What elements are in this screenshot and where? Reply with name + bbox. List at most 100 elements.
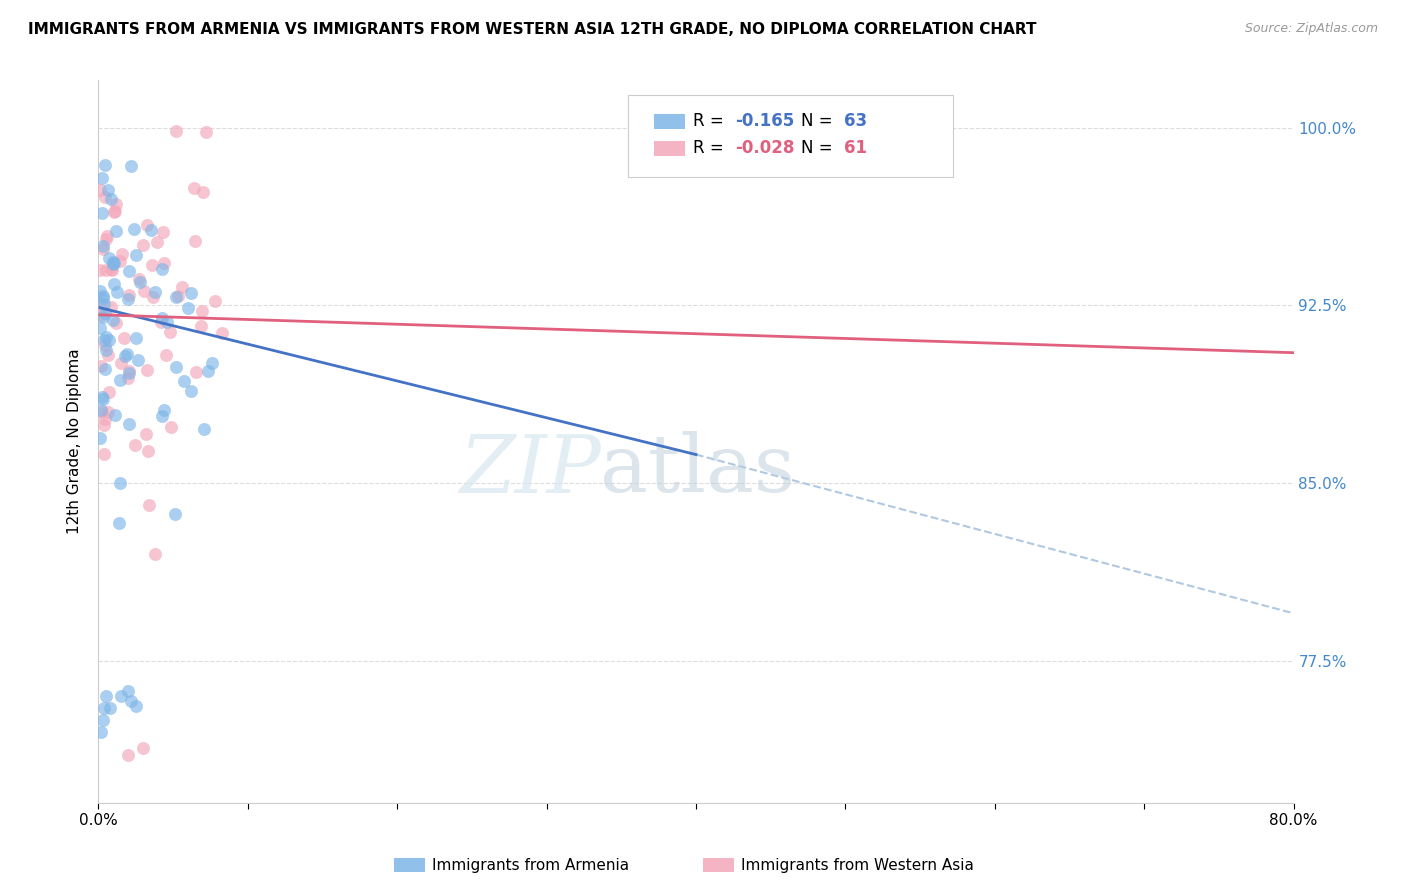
Point xyxy=(156,315,179,329)
Point xyxy=(103,204,125,219)
Point xyxy=(191,185,214,199)
Point xyxy=(97,347,120,361)
Point xyxy=(146,235,169,249)
Point xyxy=(93,362,115,376)
Point xyxy=(117,371,139,385)
Point xyxy=(117,748,139,763)
Point xyxy=(143,285,166,299)
Text: Immigrants from Armenia: Immigrants from Armenia xyxy=(432,858,628,872)
Point xyxy=(97,405,120,419)
Point xyxy=(93,158,115,172)
Point xyxy=(153,255,176,269)
Point xyxy=(138,498,160,512)
Point xyxy=(165,360,187,375)
Point xyxy=(94,329,117,343)
Text: N =: N = xyxy=(801,112,838,130)
Point xyxy=(110,247,132,261)
Point xyxy=(153,403,176,417)
Point xyxy=(155,348,177,362)
Point xyxy=(89,263,111,277)
Point xyxy=(211,326,233,340)
Text: atlas: atlas xyxy=(600,432,796,509)
Point xyxy=(128,275,150,289)
Point xyxy=(98,251,121,265)
Point xyxy=(98,384,121,399)
Point xyxy=(90,390,112,404)
Point xyxy=(104,204,127,219)
Point xyxy=(150,315,173,329)
Point xyxy=(184,234,207,248)
Point xyxy=(94,412,117,426)
Point xyxy=(167,288,190,302)
Point xyxy=(90,402,112,417)
Point xyxy=(195,125,218,139)
Point xyxy=(100,261,122,276)
Point xyxy=(96,343,118,357)
Text: N =: N = xyxy=(801,139,838,157)
Point xyxy=(91,242,114,256)
Point xyxy=(98,701,122,715)
Point xyxy=(114,349,136,363)
Text: 63: 63 xyxy=(844,112,866,130)
Point xyxy=(191,304,214,318)
Point xyxy=(125,330,148,344)
Point xyxy=(94,689,117,703)
Point xyxy=(172,279,194,293)
Point xyxy=(91,289,114,303)
Point xyxy=(159,325,181,339)
Point xyxy=(105,316,128,330)
Point xyxy=(91,713,114,727)
Point xyxy=(108,254,131,268)
Text: ZIP: ZIP xyxy=(458,432,600,509)
Point xyxy=(197,364,219,378)
Point xyxy=(115,347,138,361)
Point xyxy=(118,264,141,278)
Point xyxy=(93,189,115,203)
Point xyxy=(96,229,118,244)
Point xyxy=(180,384,202,399)
Point xyxy=(122,222,145,236)
Point xyxy=(110,689,132,703)
Text: IMMIGRANTS FROM ARMENIA VS IMMIGRANTS FROM WESTERN ASIA 12TH GRADE, NO DIPLOMA C: IMMIGRANTS FROM ARMENIA VS IMMIGRANTS FR… xyxy=(28,22,1036,37)
Point xyxy=(100,192,122,206)
Point xyxy=(101,257,124,271)
Point xyxy=(89,183,111,197)
Point xyxy=(93,333,115,347)
Point xyxy=(159,419,181,434)
Point xyxy=(94,263,117,277)
Point xyxy=(117,292,139,306)
Point xyxy=(142,290,165,304)
Point xyxy=(103,277,125,291)
Point xyxy=(89,285,111,299)
Point xyxy=(93,296,115,310)
Point xyxy=(101,263,124,277)
Point xyxy=(101,313,124,327)
Point xyxy=(193,422,215,436)
Point xyxy=(143,547,166,561)
Point xyxy=(135,218,157,232)
Point xyxy=(93,701,115,715)
Point xyxy=(93,338,115,352)
Text: -0.028: -0.028 xyxy=(735,139,794,157)
Point xyxy=(100,300,122,314)
Point xyxy=(150,262,173,277)
Point xyxy=(94,306,117,320)
Point xyxy=(105,196,128,211)
Point xyxy=(141,223,163,237)
Y-axis label: 12th Grade, No Diploma: 12th Grade, No Diploma xyxy=(67,349,83,534)
Point xyxy=(136,443,159,458)
Point xyxy=(177,301,200,316)
Point xyxy=(204,293,226,308)
Point xyxy=(190,319,212,334)
Text: R =: R = xyxy=(693,139,730,157)
Point xyxy=(91,238,114,252)
Point xyxy=(108,373,131,387)
Point xyxy=(201,356,224,370)
Point xyxy=(135,427,157,442)
Point xyxy=(165,290,187,304)
Point xyxy=(141,258,163,272)
Point xyxy=(97,333,120,347)
Point xyxy=(128,271,150,285)
Point xyxy=(96,231,118,245)
Point xyxy=(90,308,112,322)
